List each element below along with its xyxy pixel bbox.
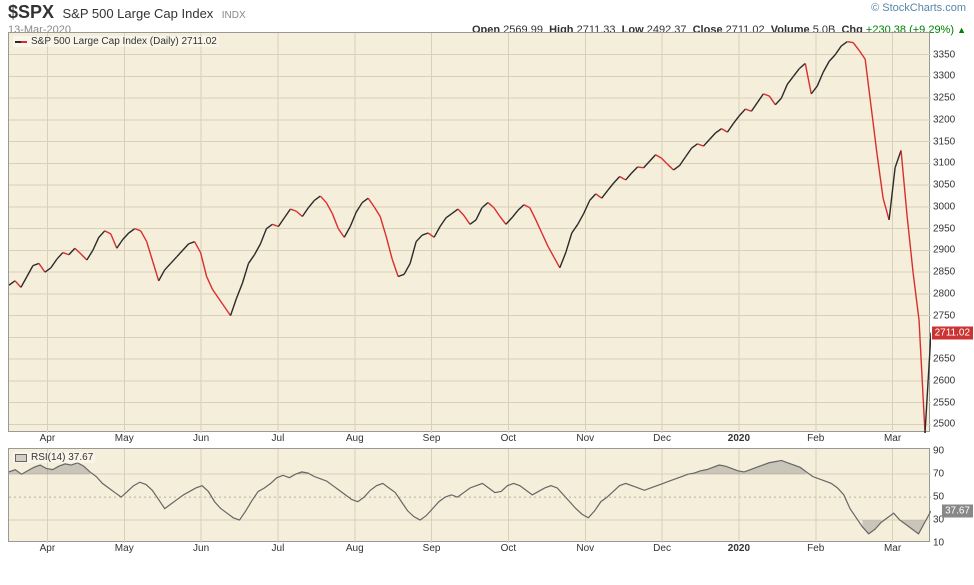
rsi-chart-panel: RSI(14) 37.67 1030507090 AprMayJunJulAug… [8, 448, 930, 542]
price-x-axis-labels: AprMayJunJulAugSepOctNovDec2020FebMar [9, 433, 929, 445]
legend-line-icon [15, 41, 27, 43]
rsi-x-axis-labels: AprMayJunJulAugSepOctNovDec2020FebMar [9, 543, 929, 555]
legend-area-icon [15, 454, 27, 462]
price-chart-panel: S&P 500 Large Cap Index (Daily) 2711.02 … [8, 32, 930, 432]
price-y-axis-labels: 2500255026002650270027502800285029002950… [931, 33, 967, 431]
price-chart-svg [9, 33, 931, 433]
chart-header: $SPX S&P 500 Large Cap Index INDX 13-Mar… [8, 2, 966, 30]
ticker-symbol: $SPX [8, 2, 54, 22]
price-last-flag: 2711.02 [932, 326, 973, 339]
rsi-y-axis-labels: 1030507090 [931, 449, 967, 541]
price-legend: S&P 500 Large Cap Index (Daily) 2711.02 [13, 36, 219, 47]
credit-link[interactable]: © StockCharts.com [871, 2, 966, 14]
rsi-legend: RSI(14) 37.67 [13, 452, 95, 463]
rsi-chart-svg [9, 449, 931, 543]
index-name: S&P 500 Large Cap Index [62, 6, 213, 21]
index-type: INDX [222, 10, 246, 21]
rsi-last-flag: 37.67 [942, 505, 973, 518]
